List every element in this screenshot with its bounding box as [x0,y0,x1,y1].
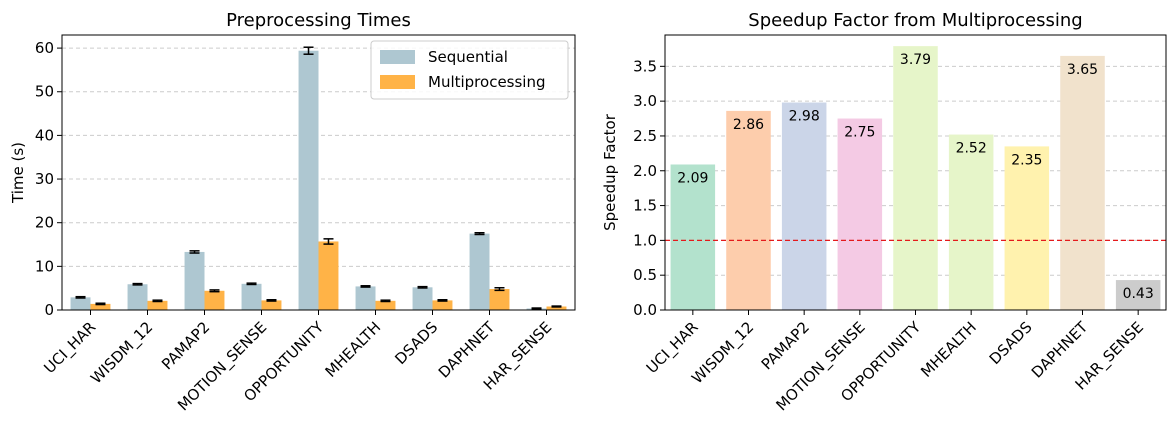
speedup-value-label: 2.86 [733,117,764,133]
speedup-value-label: 3.79 [900,52,931,68]
bar-sequential [127,284,148,310]
bar-multiprocessing [432,300,453,310]
y-tick-label: 10 [35,257,54,275]
x-tick-label: PAMAP2 [758,318,813,373]
y-tick-label: 40 [35,126,54,144]
speedup-bar [1060,55,1105,310]
bar-multiprocessing [147,300,168,310]
legend-label: Sequential [428,48,508,66]
bar-sequential [70,297,91,310]
speedup-bar [726,110,771,310]
bar-sequential [469,233,490,310]
x-tick-label: DSADS [391,318,441,368]
speedup-bar [781,102,827,310]
y-tick-label: 0 [44,301,54,319]
speedup-bar [1004,146,1050,310]
y-tick-label: 50 [35,83,54,101]
bar-sequential [298,50,319,310]
y-tick-label: 1.5 [633,197,657,215]
legend-swatch [380,50,415,64]
y-tick-label: 3.5 [633,57,657,75]
y-tick-label: 1.0 [633,231,657,249]
speedup-value-label: 2.98 [789,109,820,125]
y-tick-label: 30 [35,170,54,188]
y-tick-label: 2.5 [633,127,657,145]
speedup-value-label: 0.43 [1123,286,1154,302]
bar-multiprocessing [546,306,567,310]
legend: Sequential Multiprocessing [370,40,569,100]
bar-multiprocessing [261,300,282,310]
legend-swatch [380,75,415,89]
bar-sequential [412,287,433,310]
speedup-bar [1115,280,1161,310]
speedup-bar [893,46,938,310]
speedup-value-label: 2.35 [1011,152,1042,168]
bar-multiprocessing [375,300,396,310]
y-axis-label: Time (s) [9,142,27,204]
y-tick-label: 60 [35,39,54,57]
legend-box [370,40,569,100]
bar-sequential [184,251,205,310]
bar-multiprocessing [489,289,510,310]
speedup-bar [948,134,994,310]
bar-multiprocessing [318,241,339,310]
bar-multiprocessing [90,303,111,310]
speedup-value-label: 3.65 [1067,62,1098,78]
legend-label: Multiprocessing [428,73,546,91]
chart-title: Speedup Factor from Multiprocessing [748,10,1082,31]
y-tick-label: 20 [35,214,54,232]
y-axis-label: Speedup Factor [601,113,619,231]
y-tick-label: 0.5 [633,266,657,284]
chart-speedup-factor: 0.0 0.5 1.0 1.5 2.0 2.5 3.0 3.5 2.09 2.86 2.98 2.75… [601,10,1167,415]
x-tick-label: MHEALTH [917,318,980,381]
speedup-bar [670,164,716,310]
y-tick-label: 3.0 [633,92,657,110]
bar-sequential [241,283,262,310]
y-tick-label: 0.0 [633,301,657,319]
speedup-value-label: 2.09 [677,170,708,186]
speedup-value-label: 2.75 [844,125,875,141]
x-tick-label: DSADS [986,318,1036,368]
bar-multiprocessing [204,290,225,310]
x-tick-label: UCI_HAR [40,318,100,378]
speedup-value-label: 2.52 [956,141,987,157]
chart-title: Preprocessing Times [226,10,411,31]
x-tick-label: WISDM_12 [87,318,157,388]
x-tick-label: PAMAP2 [158,318,213,373]
x-tick-label: MHEALTH [322,318,385,381]
y-tick-label: 2.0 [633,162,657,180]
bar-sequential [355,286,376,310]
speedup-bar [837,118,883,310]
